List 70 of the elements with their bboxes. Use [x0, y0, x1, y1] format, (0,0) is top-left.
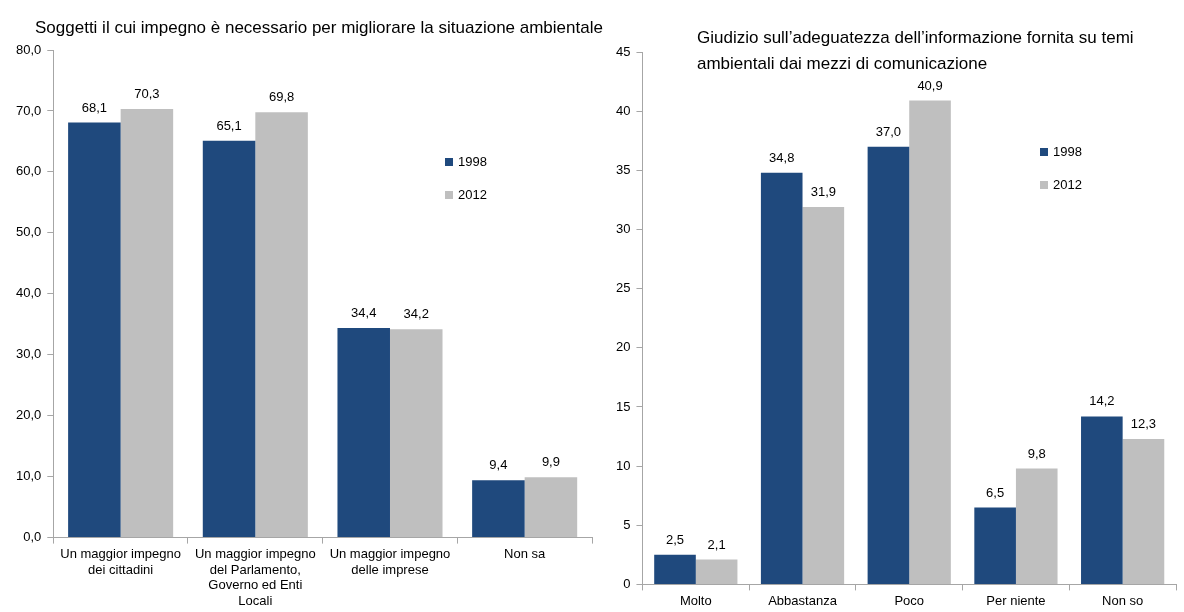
- legend-label: 1998: [458, 154, 487, 169]
- data-label: 68,1: [81, 99, 108, 115]
- bar: [1081, 416, 1123, 584]
- data-label: 6,5: [986, 484, 1005, 500]
- bar: [1122, 438, 1165, 584]
- bar: [802, 206, 845, 584]
- bar: [867, 146, 910, 584]
- legend-label: 1998: [1053, 144, 1082, 159]
- bar: [909, 100, 951, 584]
- data-label: 34,8: [769, 149, 795, 165]
- bar: [120, 109, 174, 538]
- y-tick-label: 50,0: [15, 224, 42, 240]
- data-label: 69,8: [268, 89, 295, 105]
- y-tick-label: 15: [615, 398, 631, 414]
- bar: [337, 327, 390, 538]
- x-tick-label: Un maggior impegno delle imprese: [329, 545, 451, 577]
- y-tick-label: 80,0: [15, 41, 42, 57]
- y-tick-label: 70,0: [15, 102, 42, 118]
- data-label: 40,9: [917, 77, 943, 93]
- bar: [1015, 468, 1058, 584]
- data-label: 34,2: [403, 306, 429, 322]
- x-tick-label: Molto: [679, 592, 712, 608]
- x-tick-label: Un maggior impegno del Parlamento, Governo ed Enti Locali: [194, 545, 316, 608]
- y-tick-label: 45: [615, 43, 631, 59]
- x-tick-label: Poco: [894, 592, 925, 608]
- y-tick-label: 60,0: [15, 163, 42, 179]
- y-tick-label: 30: [615, 221, 631, 237]
- data-label: 9,4: [489, 457, 508, 473]
- data-label: 14,2: [1089, 393, 1115, 409]
- data-label: 34,4: [351, 305, 377, 321]
- data-label: 2,5: [665, 531, 685, 547]
- y-tick-label: 20,0: [15, 407, 42, 423]
- x-tick-label: Per niente: [986, 592, 1046, 608]
- chart-title: Giudizio sull’adeguatezza dell’informazione fornita su temi ambientali dai mezzi di comunicazione: [697, 27, 1135, 75]
- bar: [389, 329, 443, 538]
- data-label: 9,8: [1027, 445, 1046, 461]
- data-label: 65,1: [216, 117, 242, 133]
- legend-label: 2012: [458, 187, 487, 202]
- data-label: 9,9: [541, 454, 560, 470]
- data-label: 70,3: [134, 86, 160, 102]
- x-tick-label: Abbastanza: [768, 592, 838, 608]
- bar: [695, 559, 738, 584]
- bar: [524, 477, 578, 538]
- y-tick-label: 35: [615, 161, 631, 177]
- bar: [974, 507, 1016, 584]
- data-label: 12,3: [1130, 415, 1157, 431]
- y-tick-label: 10,0: [15, 468, 42, 484]
- x-tick-label: Non sa: [504, 545, 547, 561]
- y-tick-label: 40: [615, 102, 631, 118]
- y-tick-label: 0,0: [23, 529, 42, 545]
- data-label: 31,9: [810, 184, 836, 200]
- y-tick-label: 20: [615, 339, 631, 355]
- y-tick-label: 10: [615, 457, 631, 473]
- bar: [255, 112, 308, 538]
- y-tick-label: 25: [615, 280, 631, 296]
- bar: [760, 172, 803, 584]
- legend-label: 2012: [1053, 177, 1082, 192]
- data-label: 37,0: [875, 123, 902, 139]
- x-tick-label: Un maggior impegno dei cittadini: [60, 545, 181, 577]
- bar: [472, 480, 525, 538]
- chart-title: Soggetti il cui impegno è necessario per migliorare la situazione ambientale: [35, 17, 604, 39]
- bar: [202, 140, 256, 538]
- y-tick-label: 0: [623, 575, 631, 591]
- x-tick-label: Non so: [1102, 592, 1144, 608]
- y-tick-label: 40,0: [15, 285, 42, 301]
- bar: [68, 122, 121, 538]
- data-label: 2,1: [707, 536, 726, 552]
- y-tick-label: 5: [623, 516, 631, 532]
- y-tick-label: 30,0: [15, 346, 42, 362]
- bar: [654, 554, 696, 584]
